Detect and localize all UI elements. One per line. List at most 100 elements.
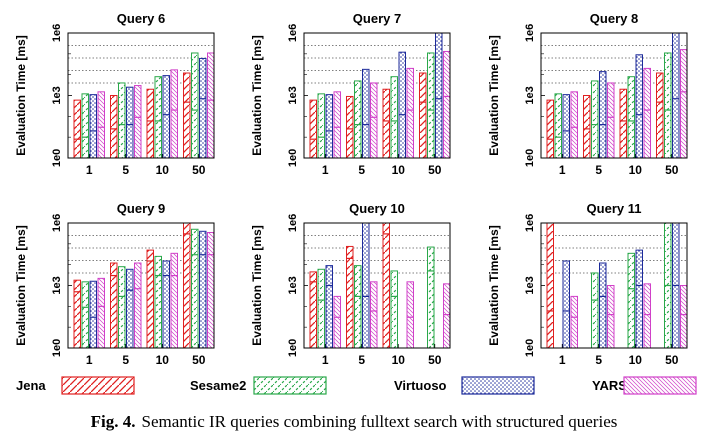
bar-virtuoso bbox=[672, 32, 680, 159]
bar-jena bbox=[73, 99, 81, 159]
plot-frame bbox=[67, 222, 215, 349]
y-tick-label: 1e0 bbox=[287, 339, 299, 357]
bar-jena bbox=[619, 88, 627, 159]
y-axis-label: Evaluation Time [ms] bbox=[250, 35, 264, 155]
bar-sesame2 bbox=[81, 281, 89, 349]
bar-virtuoso bbox=[325, 94, 333, 159]
chart-title: Query 8 bbox=[590, 11, 638, 26]
bar-sesame2 bbox=[390, 76, 398, 159]
bar-jena bbox=[309, 99, 317, 159]
bar-jena bbox=[183, 222, 191, 349]
bar-sesame2 bbox=[591, 80, 599, 159]
bar-virtuoso bbox=[199, 57, 207, 159]
bar-sesame2 bbox=[118, 266, 126, 349]
bar-virtuoso bbox=[162, 75, 170, 159]
bar-sesame2 bbox=[154, 76, 162, 159]
bar-virtuoso bbox=[126, 268, 134, 349]
bar-yars bbox=[97, 277, 105, 349]
bar-virtuoso bbox=[635, 249, 643, 349]
bar-jena bbox=[73, 279, 81, 349]
x-tick-label: 10 bbox=[392, 163, 406, 177]
y-tick-label: 1e3 bbox=[524, 86, 536, 104]
bar-virtuoso bbox=[562, 260, 570, 349]
y-tick-label: 1e0 bbox=[51, 149, 63, 167]
y-tick-label: 1e3 bbox=[287, 86, 299, 104]
x-tick-label: 50 bbox=[665, 353, 679, 367]
x-tick-label: 1 bbox=[322, 353, 329, 367]
bar-jena bbox=[546, 99, 554, 159]
y-tick-label: 1e6 bbox=[524, 24, 536, 42]
x-tick-label: 10 bbox=[629, 353, 643, 367]
plot-frame bbox=[540, 32, 688, 159]
bar-yars bbox=[370, 281, 378, 349]
bar-sesame2 bbox=[317, 268, 325, 349]
bar-yars bbox=[680, 49, 688, 159]
chart-title: Query 9 bbox=[117, 201, 165, 216]
bar-sesame2 bbox=[191, 52, 199, 159]
bar-yars bbox=[570, 91, 578, 159]
bar-virtuoso bbox=[599, 262, 607, 349]
y-tick-label: 1e6 bbox=[287, 214, 299, 232]
x-tick-label: 1 bbox=[86, 163, 93, 177]
bar-yars bbox=[97, 91, 105, 159]
bar-yars bbox=[170, 252, 178, 349]
y-tick-label: 1e0 bbox=[524, 339, 536, 357]
legend-label: Virtuoso bbox=[394, 378, 447, 393]
legend-label: Jena bbox=[16, 378, 46, 393]
y-tick-label: 1e6 bbox=[51, 214, 63, 232]
x-tick-label: 5 bbox=[358, 353, 365, 367]
bar-sesame2 bbox=[354, 265, 362, 349]
y-tick-label: 1e0 bbox=[287, 149, 299, 167]
legend-swatch bbox=[253, 376, 327, 395]
bar-virtuoso bbox=[398, 51, 406, 159]
y-tick-label: 1e0 bbox=[524, 149, 536, 167]
caption-text: Semantic IR queries combining fulltext s… bbox=[141, 412, 618, 431]
x-tick-label: 1 bbox=[86, 353, 93, 367]
bar-yars bbox=[207, 52, 215, 159]
y-axis-label: Evaluation Time [ms] bbox=[14, 225, 28, 345]
bar-yars bbox=[406, 281, 414, 349]
x-tick-label: 50 bbox=[428, 353, 442, 367]
bar-yars bbox=[134, 85, 142, 159]
y-tick-label: 1e6 bbox=[287, 24, 299, 42]
bar-virtuoso bbox=[362, 68, 370, 159]
bar-yars bbox=[333, 295, 341, 349]
bar-virtuoso bbox=[89, 280, 97, 349]
bar-jena bbox=[656, 72, 664, 159]
bar-virtuoso bbox=[162, 260, 170, 349]
bar-jena bbox=[146, 88, 154, 159]
bar-yars bbox=[607, 82, 615, 159]
bar-yars bbox=[207, 231, 215, 349]
bar-yars bbox=[680, 285, 688, 349]
x-tick-label: 10 bbox=[629, 163, 643, 177]
plot-frame bbox=[540, 222, 688, 349]
y-tick-label: 1e6 bbox=[524, 214, 536, 232]
bar-yars bbox=[643, 283, 651, 349]
y-axis-label: Evaluation Time [ms] bbox=[487, 35, 501, 155]
bar-sesame2 bbox=[317, 93, 325, 159]
bar-yars bbox=[370, 82, 378, 159]
x-tick-label: 1 bbox=[559, 163, 566, 177]
legend-label: YARS bbox=[592, 378, 627, 393]
figure-caption: Fig. 4. Semantic IR queries combining ful… bbox=[0, 412, 708, 432]
caption-label: Fig. 4. bbox=[90, 412, 136, 431]
bar-sesame2 bbox=[664, 52, 672, 159]
bar-yars bbox=[607, 285, 615, 349]
x-tick-label: 5 bbox=[122, 163, 129, 177]
x-tick-label: 50 bbox=[665, 163, 679, 177]
x-tick-label: 1 bbox=[559, 353, 566, 367]
chart-panel: Query 9 Evaluation Time [ms] 1e0 1e3 1e6 1 5 10… bbox=[14, 201, 215, 367]
bar-sesame2 bbox=[390, 270, 398, 349]
bar-jena bbox=[309, 271, 317, 349]
bar-virtuoso bbox=[325, 265, 333, 349]
bar-yars bbox=[134, 262, 142, 349]
y-tick-label: 1e6 bbox=[51, 24, 63, 42]
plot-frame bbox=[67, 32, 215, 159]
legend: Jena Sesame2 Virtuoso YARS bbox=[16, 376, 697, 395]
bar-yars bbox=[643, 67, 651, 159]
bar-virtuoso bbox=[362, 222, 370, 349]
y-tick-label: 1e3 bbox=[51, 276, 63, 294]
y-axis-label: Evaluation Time [ms] bbox=[487, 225, 501, 345]
x-tick-label: 5 bbox=[122, 353, 129, 367]
